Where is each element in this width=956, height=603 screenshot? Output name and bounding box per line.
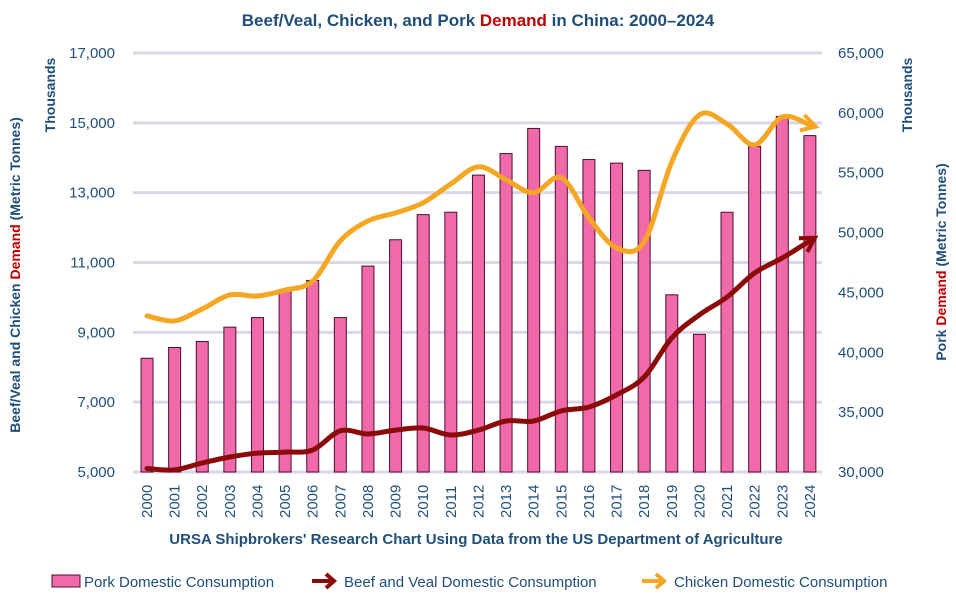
bar-pork-2007	[333, 317, 347, 473]
x-tick-label: 2022	[747, 485, 764, 518]
legend-arrow-beef-icon	[312, 572, 338, 590]
right-tick-label: 50,000	[838, 225, 884, 242]
bar-pork-2016	[582, 159, 596, 473]
bar-pork-2022	[748, 145, 762, 473]
x-tick-label: 2002	[194, 485, 211, 518]
left-tick-label: 9,000	[77, 324, 115, 341]
x-tick-label: 2010	[415, 485, 432, 518]
legend-arrow-chicken-icon	[642, 572, 668, 590]
bar-pork-2021	[720, 211, 734, 473]
legend-swatch-pork	[51, 574, 81, 588]
bar-pork-2003	[223, 326, 237, 473]
x-tick-label: 2023	[774, 485, 791, 518]
right-tick-label: 40,000	[838, 344, 884, 361]
bar-pork-2015	[554, 145, 568, 473]
right-tick-label: 60,000	[838, 105, 884, 122]
x-tick-label: 2005	[277, 485, 294, 518]
x-tick-label: 2018	[636, 485, 653, 518]
bar-pork-2017	[610, 162, 624, 473]
x-tick-label: 2001	[167, 485, 184, 518]
x-tick-label: 2017	[609, 485, 626, 518]
left-tick-label: 13,000	[69, 185, 115, 202]
bar-pork-2014	[527, 127, 541, 473]
bar-pork-2019	[665, 294, 679, 473]
left-tick-label: 15,000	[69, 115, 115, 132]
right-tick-label: 55,000	[838, 165, 884, 182]
x-tick-label: 2004	[249, 485, 266, 518]
bar-pork-2018	[637, 169, 651, 473]
bar-pork-2004	[250, 317, 264, 473]
bar-pork-2024	[803, 135, 817, 473]
svg-text:Pork Domestic Consumption: Pork Domestic Consumption	[84, 574, 274, 591]
bar-pork-2009	[389, 239, 403, 473]
left-tick-label: 5,000	[77, 464, 115, 481]
bar-pork-2008	[361, 265, 375, 473]
x-tick-label: 2007	[332, 485, 349, 518]
x-tick-label: 2003	[222, 485, 239, 518]
left-tick-label: 7,000	[77, 394, 115, 411]
bar-pork-2012	[471, 174, 485, 473]
right-axis-unit: Thousands	[899, 57, 915, 132]
legend-item-chicken: Chicken Domestic Consumption	[642, 572, 887, 591]
x-tick-label: 2015	[553, 485, 570, 518]
x-tick-label: 2016	[581, 485, 598, 518]
bar-pork-2011	[444, 211, 458, 473]
left-tick-label: 17,000	[69, 45, 115, 62]
bar-pork-2023	[775, 115, 789, 473]
x-tick-label: 2000	[139, 485, 156, 518]
x-tick-label: 2020	[691, 485, 708, 518]
bar-pork-2001	[168, 346, 182, 473]
right-tick-label: 45,000	[838, 284, 884, 301]
x-tick-label: 2011	[443, 486, 460, 518]
right-tick-label: 35,000	[838, 404, 884, 421]
bar-pork-2005	[278, 289, 292, 473]
legend: Pork Domestic Consumption Beef and Veal …	[51, 572, 887, 591]
chart-title: Beef/Veal, Chicken, and Pork Demand in C…	[242, 11, 715, 30]
left-axis-unit: Thousands	[42, 57, 58, 132]
left-axis-label: Beef/Veal and Chicken Demand (Metric Ton…	[7, 117, 23, 433]
legend-item-beef: Beef and Veal Domestic Consumption	[312, 572, 597, 591]
svg-text:Beef and Veal Domestic Consump: Beef and Veal Domestic Consumption	[344, 574, 597, 591]
bar-pork-2010	[416, 214, 430, 473]
right-axis-label: Pork Demand (Metric Tonnes)	[933, 163, 949, 360]
x-tick-label: 2019	[664, 485, 681, 518]
right-tick-label: 65,000	[838, 45, 884, 62]
x-tick-label: 2013	[498, 485, 515, 518]
bar-pork-2013	[499, 153, 513, 473]
x-axis-label: URSA Shipbrokers' Research Chart Using D…	[169, 531, 782, 548]
legend-item-pork: Pork Domestic Consumption	[51, 574, 274, 591]
bar-pork-2000	[140, 357, 154, 473]
bar-pork-2002	[195, 341, 209, 473]
bar-pork-2020	[692, 333, 706, 473]
x-tick-label: 2006	[305, 485, 322, 518]
right-tick-label: 30,000	[838, 464, 884, 481]
x-tick-label: 2008	[360, 485, 377, 518]
bar-pork-2006	[306, 279, 320, 473]
left-tick-label: 11,000	[70, 255, 115, 272]
x-tick-label: 2012	[470, 485, 487, 518]
x-tick-label: 2021	[719, 485, 736, 518]
x-tick-label: 2024	[802, 485, 819, 518]
svg-text:Chicken Domestic Consumption: Chicken Domestic Consumption	[674, 574, 887, 591]
x-tick-label: 2014	[526, 485, 543, 518]
x-tick-label: 2009	[388, 485, 405, 518]
